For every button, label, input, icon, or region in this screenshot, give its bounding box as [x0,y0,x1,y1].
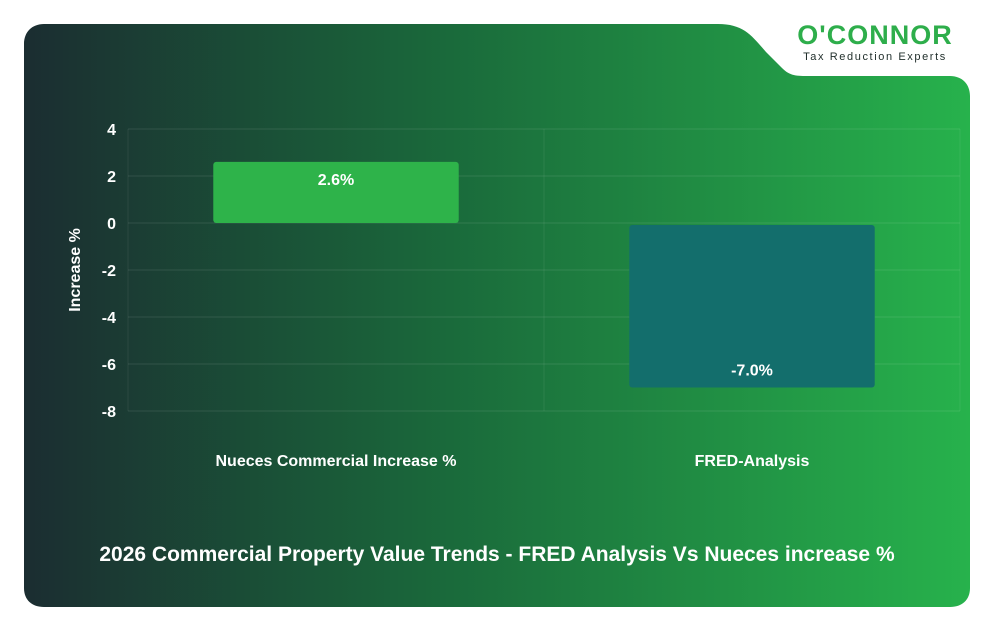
x-category-label: FRED-Analysis [695,453,810,470]
brand-name: O'CONNOR [797,20,953,50]
y-axis-ticks: 4 2 0 -2 -4 -6 -8 [102,122,116,421]
y-tick-label: 0 [107,216,116,233]
bar-value-labels: 2.6% -7.0% [318,172,773,380]
bar-1 [629,225,875,388]
x-category-label: Nueces Commercial Increase % [215,453,456,470]
x-axis-categories: Nueces Commercial Increase % FRED-Analysi… [215,453,809,470]
y-tick-label: -8 [102,404,116,421]
chart-caption: 2026 Commercial Property Value Trends - … [99,543,895,566]
brand-tagline: Tax Reduction Experts [803,51,947,63]
y-axis-label: Increase % [67,228,84,312]
bar-value-label: -7.0% [731,363,773,380]
y-tick-label: -6 [102,357,116,374]
y-tick-label: 4 [107,122,116,139]
brand-logo: O'CONNOR Tax Reduction Experts [775,20,975,64]
bar-value-label: 2.6% [318,172,354,189]
bar-0 [213,161,459,223]
y-tick-label: -2 [102,263,116,280]
bars [213,161,875,388]
y-tick-label: 2 [107,169,116,186]
y-tick-label: -4 [102,310,116,327]
